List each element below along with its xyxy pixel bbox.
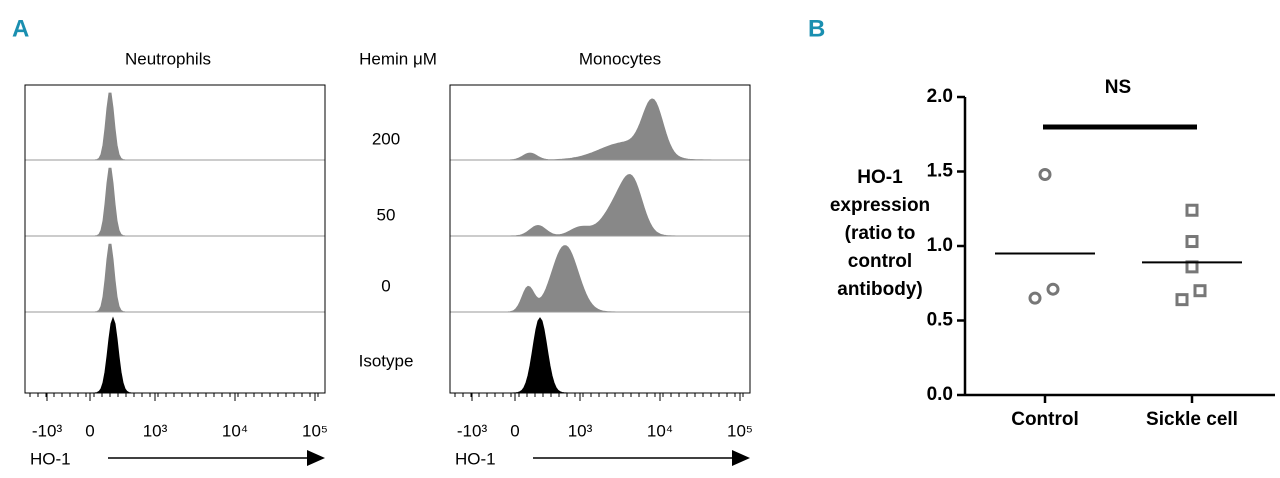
y-axis-label: (ratio to bbox=[845, 223, 916, 244]
x-tick-label: Control bbox=[1011, 409, 1079, 430]
histogram bbox=[450, 317, 750, 394]
data-point bbox=[1185, 235, 1199, 249]
y-tick-label: 0.5 bbox=[927, 310, 954, 331]
y-axis-label: expression bbox=[830, 195, 930, 216]
annotation: NS bbox=[1105, 77, 1131, 98]
x-tick-label: 10⁵ bbox=[302, 421, 328, 440]
histogram bbox=[25, 316, 325, 394]
data-point bbox=[1185, 203, 1199, 217]
y-tick-label: 1.0 bbox=[927, 235, 953, 256]
column-title: Hemin μM bbox=[359, 49, 437, 68]
x-tick-label: 0 bbox=[85, 421, 94, 440]
histogram bbox=[25, 243, 325, 313]
panel-label: B bbox=[808, 15, 825, 42]
row-label: 50 bbox=[377, 205, 396, 224]
row-label: Isotype bbox=[359, 351, 414, 370]
histogram bbox=[450, 173, 750, 237]
y-tick-label: 0.0 bbox=[927, 384, 953, 405]
x-axis-label: HO-1 bbox=[30, 449, 71, 468]
y-axis-label: HO-1 bbox=[857, 167, 903, 188]
y-tick-label: 1.5 bbox=[927, 161, 954, 182]
x-tick-label: 10⁵ bbox=[727, 421, 753, 440]
x-tick-label: 10³ bbox=[143, 421, 168, 440]
data-point bbox=[1175, 293, 1189, 307]
y-axis-label: antibody) bbox=[837, 279, 923, 300]
histogram bbox=[450, 245, 750, 313]
plot-frame bbox=[449, 84, 751, 394]
row-label: 0 bbox=[381, 276, 390, 295]
y-tick-label: 2.0 bbox=[927, 86, 953, 107]
data-point bbox=[1046, 282, 1060, 296]
x-tick-label: Sickle cell bbox=[1146, 409, 1238, 430]
histogram bbox=[450, 98, 750, 161]
data-point bbox=[1193, 284, 1207, 298]
x-tick-label: -10³ bbox=[457, 421, 488, 440]
x-tick-label: 10⁴ bbox=[647, 421, 673, 440]
histogram bbox=[25, 167, 325, 237]
x-tick-label: 10³ bbox=[568, 421, 593, 440]
arrow-head bbox=[307, 450, 325, 466]
arrow-head bbox=[732, 450, 750, 466]
x-tick-label: -10³ bbox=[32, 421, 63, 440]
plot-title: Neutrophils bbox=[125, 49, 211, 68]
plot-title: Monocytes bbox=[579, 49, 661, 68]
y-axis-label: control bbox=[848, 251, 912, 272]
histogram bbox=[25, 92, 325, 161]
panel-label: A bbox=[12, 15, 29, 42]
data-point bbox=[1038, 167, 1052, 181]
x-tick-label: 10⁴ bbox=[222, 421, 248, 440]
x-axis-label: HO-1 bbox=[455, 449, 496, 468]
x-tick-label: 0 bbox=[510, 421, 519, 440]
row-label: 200 bbox=[372, 129, 400, 148]
plot-frame bbox=[24, 84, 326, 394]
data-point bbox=[1028, 291, 1042, 305]
